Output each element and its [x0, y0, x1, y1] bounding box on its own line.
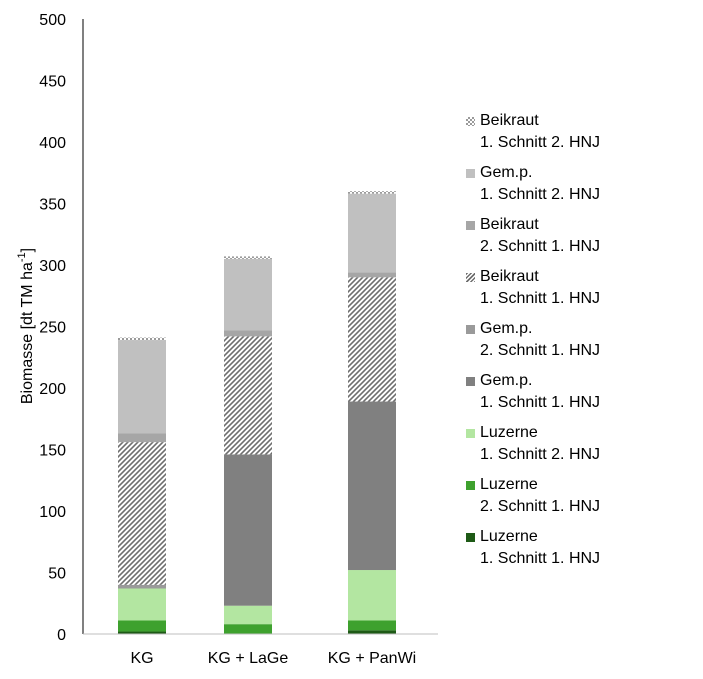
legend: Beikraut 1. Schnitt 2. HNJ Gem.p. 1. Schnit… [466, 110, 696, 578]
legend-swatch [466, 377, 475, 386]
y-tick-label: 200 [39, 381, 66, 398]
legend-name: Beikraut [480, 216, 539, 233]
bar-segment [224, 454, 272, 606]
legend-name: Luzerne [480, 528, 538, 545]
bar-segment [348, 620, 396, 631]
bar-segment [348, 277, 396, 402]
bar-segment [348, 191, 396, 194]
legend-item: Gem.p. 1. Schnitt 2. HNJ [466, 162, 696, 214]
x-axis-labels: KG KG + LaGe KG + PanWi [130, 650, 416, 667]
bar-segment [348, 401, 396, 571]
bar-segment [118, 433, 166, 443]
legend-sublabel: 1. Schnitt 1. HNJ [480, 394, 601, 411]
legend-swatch [466, 429, 475, 438]
bar-segment [224, 336, 272, 455]
legend-name: Gem.p. [480, 164, 533, 181]
legend-swatch [466, 117, 475, 126]
y-axis-label: Biomasse [dt TM ha [19, 262, 36, 404]
legend-swatch [466, 481, 475, 490]
x-tick-label: KG + PanWi [328, 650, 416, 667]
legend-item: Beikraut 1. Schnitt 1. HNJ [466, 266, 696, 318]
legend-name: Beikraut [480, 112, 539, 129]
bar-segment [348, 272, 396, 278]
legend-item: Beikraut 2. Schnitt 1. HNJ [466, 214, 696, 266]
bar-stack [118, 337, 166, 634]
legend-swatch [466, 169, 475, 178]
bar-segment [348, 570, 396, 621]
x-tick-label: KG [130, 650, 153, 667]
y-axis-ticks: 0 50 100 150 200 250 300 350 400 450 500 [39, 12, 66, 644]
y-axis-label-end: ] [19, 248, 36, 252]
bar-segment [224, 330, 272, 337]
bar-segment [224, 258, 272, 331]
y-axis-label-superscript: -1 [16, 252, 28, 262]
y-tick-label: 350 [39, 197, 66, 214]
bar-segment [224, 256, 272, 259]
legend-item: Luzerne 2. Schnitt 1. HNJ [466, 474, 696, 526]
bar-segment [118, 442, 166, 585]
bar-segment [348, 193, 396, 273]
legend-name: Gem.p. [480, 372, 533, 389]
bar-segment [118, 340, 166, 434]
legend-swatch [466, 221, 475, 230]
y-tick-label: 400 [39, 135, 66, 152]
legend-item: Luzerne 1. Schnitt 1. HNJ [466, 526, 696, 578]
legend-swatch [466, 533, 475, 542]
y-tick-label: 450 [39, 74, 66, 91]
legend-swatch [466, 325, 475, 334]
legend-sublabel: 1. Schnitt 1. HNJ [480, 290, 601, 307]
legend-name: Gem.p. [480, 320, 533, 337]
y-tick-label: 50 [48, 566, 66, 583]
legend-name: Luzerne [480, 476, 538, 493]
bar-stack [224, 256, 272, 634]
legend-name: Luzerne [480, 424, 538, 441]
legend-sublabel: 1. Schnitt 1. HNJ [480, 550, 601, 567]
bar-segment [118, 584, 166, 589]
legend-item: Beikraut 1. Schnitt 2. HNJ [466, 110, 696, 162]
y-tick-label: 500 [39, 12, 66, 29]
legend-sublabel: 2. Schnitt 1. HNJ [480, 342, 601, 359]
bar-stack [348, 191, 396, 634]
legend-item: Gem.p. 1. Schnitt 1. HNJ [466, 370, 696, 422]
bar-segment [118, 588, 166, 621]
y-tick-label: 250 [39, 320, 66, 337]
bar-segment [224, 605, 272, 625]
y-tick-label: 0 [57, 627, 66, 644]
bar-segment [118, 631, 166, 634]
legend-sublabel: 1. Schnitt 2. HNJ [480, 446, 601, 463]
legend-sublabel: 1. Schnitt 2. HNJ [480, 186, 601, 203]
bar-segment [118, 620, 166, 632]
legend-sublabel: 1. Schnitt 2. HNJ [480, 134, 601, 151]
y-tick-label: 300 [39, 258, 66, 275]
bar-segment [348, 630, 396, 634]
legend-item: Gem.p. 2. Schnitt 1. HNJ [466, 318, 696, 370]
svg-text:Biomasse [dt TM ha-1]: Biomasse [dt TM ha-1] [16, 248, 36, 404]
legend-sublabel: 2. Schnitt 1. HNJ [480, 238, 601, 255]
y-tick-label: 150 [39, 443, 66, 460]
legend-item: Luzerne 1. Schnitt 2. HNJ [466, 422, 696, 474]
x-tick-label: KG + LaGe [208, 650, 289, 667]
legend-sublabel: 2. Schnitt 1. HNJ [480, 498, 601, 515]
y-tick-label: 100 [39, 504, 66, 521]
legend-swatch [466, 273, 475, 282]
bar-segment [224, 624, 272, 634]
y-axis-title: Biomasse [dt TM ha-1] [16, 248, 36, 404]
bars [118, 191, 396, 634]
legend-name: Beikraut [480, 268, 539, 285]
bar-segment [118, 337, 166, 341]
